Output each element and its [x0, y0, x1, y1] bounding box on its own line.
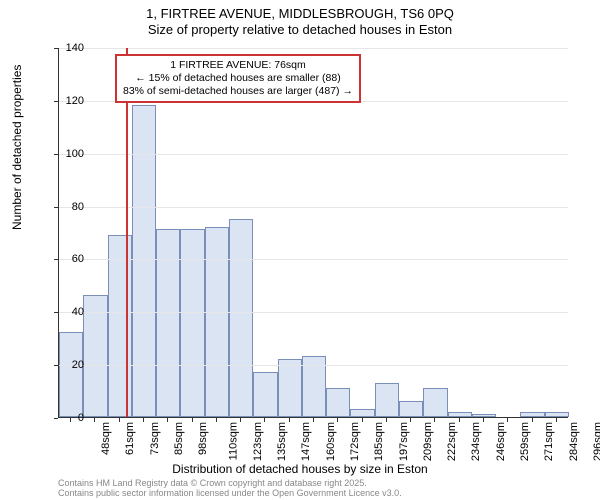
- x-tick-mark: [483, 418, 484, 422]
- y-tick-label: 100: [54, 148, 84, 160]
- x-tick-mark: [434, 418, 435, 422]
- chart-container: 1, FIRTREE AVENUE, MIDDLESBROUGH, TS6 0P…: [0, 0, 600, 500]
- x-tick-mark: [264, 418, 265, 422]
- y-tick-label: 80: [54, 201, 84, 213]
- histogram-bar: [156, 229, 180, 417]
- y-tick-label: 120: [54, 95, 84, 107]
- x-tick-mark: [289, 418, 290, 422]
- x-tick-mark: [337, 418, 338, 422]
- x-tick-label: 185sqm: [373, 422, 385, 461]
- x-tick-label: 61sqm: [124, 422, 136, 455]
- x-tick-label: 209sqm: [422, 422, 434, 461]
- histogram-bar: [472, 414, 496, 417]
- x-tick-mark: [386, 418, 387, 422]
- histogram-bar: [108, 235, 132, 417]
- x-tick-label: 172sqm: [349, 422, 361, 461]
- x-tick-mark: [216, 418, 217, 422]
- histogram-bar: [399, 401, 423, 417]
- histogram-bar: [350, 409, 374, 417]
- x-tick-mark: [119, 418, 120, 422]
- x-tick-mark: [240, 418, 241, 422]
- grid-line: [59, 207, 568, 208]
- footer-line-2: Contains public sector information licen…: [58, 488, 402, 498]
- annotation-box: 1 FIRTREE AVENUE: 76sqm ← 15% of detache…: [115, 54, 361, 103]
- histogram-bar: [423, 388, 447, 417]
- x-tick-label: 73sqm: [149, 422, 161, 455]
- y-tick-label: 40: [54, 306, 84, 318]
- histogram-bar: [326, 388, 350, 417]
- x-tick-mark: [507, 418, 508, 422]
- x-tick-mark: [313, 418, 314, 422]
- y-tick-label: 140: [54, 42, 84, 54]
- title-line-1: 1, FIRTREE AVENUE, MIDDLESBROUGH, TS6 0P…: [0, 6, 600, 22]
- x-tick-mark: [556, 418, 557, 422]
- histogram-bar: [375, 383, 399, 417]
- x-tick-mark: [192, 418, 193, 422]
- x-tick-label: 246sqm: [495, 422, 507, 461]
- x-tick-label: 123sqm: [252, 422, 264, 461]
- histogram-bar: [545, 412, 569, 417]
- x-tick-label: 284sqm: [568, 422, 580, 461]
- histogram-bar: [180, 229, 204, 417]
- histogram-bar: [59, 332, 83, 417]
- x-tick-label: 197sqm: [398, 422, 410, 461]
- x-tick-label: 259sqm: [519, 422, 531, 461]
- grid-line: [59, 312, 568, 313]
- x-tick-mark: [143, 418, 144, 422]
- y-tick-label: 20: [54, 359, 84, 371]
- x-tick-mark: [410, 418, 411, 422]
- x-tick-mark: [532, 418, 533, 422]
- annotation-line-2: ← 15% of detached houses are smaller (88…: [123, 72, 353, 85]
- x-tick-mark: [94, 418, 95, 422]
- histogram-bar: [448, 412, 472, 417]
- y-axis-label: Number of detached properties: [10, 65, 24, 230]
- x-tick-label: 234sqm: [471, 422, 483, 461]
- histogram-bar: [278, 359, 302, 417]
- x-axis-label: Distribution of detached houses by size …: [0, 462, 600, 476]
- x-tick-label: 85sqm: [173, 422, 185, 455]
- title-line-2: Size of property relative to detached ho…: [0, 22, 600, 38]
- histogram-bar: [132, 105, 156, 417]
- x-tick-label: 296sqm: [592, 422, 600, 461]
- y-tick-label: 0: [54, 412, 84, 424]
- x-tick-label: 147sqm: [301, 422, 313, 461]
- x-tick-label: 110sqm: [227, 422, 239, 460]
- histogram-bar: [205, 227, 229, 417]
- x-tick-mark: [362, 418, 363, 422]
- grid-line: [59, 48, 568, 49]
- y-tick-label: 60: [54, 253, 84, 265]
- histogram-bar: [229, 219, 253, 417]
- x-tick-label: 271sqm: [543, 422, 555, 461]
- grid-line: [59, 154, 568, 155]
- chart-title: 1, FIRTREE AVENUE, MIDDLESBROUGH, TS6 0P…: [0, 0, 600, 37]
- histogram-bar: [253, 372, 277, 417]
- grid-line: [59, 259, 568, 260]
- x-tick-label: 222sqm: [446, 422, 458, 461]
- annotation-line-3: 83% of semi-detached houses are larger (…: [123, 85, 353, 98]
- plot-area: 1 FIRTREE AVENUE: 76sqm ← 15% of detache…: [58, 48, 568, 418]
- x-tick-label: 98sqm: [197, 422, 209, 455]
- histogram-bar: [83, 295, 107, 417]
- footer-text: Contains HM Land Registry data © Crown c…: [58, 478, 402, 499]
- x-tick-label: 135sqm: [276, 422, 288, 461]
- histogram-bar: [520, 412, 544, 417]
- annotation-line-1: 1 FIRTREE AVENUE: 76sqm: [123, 59, 353, 72]
- footer-line-1: Contains HM Land Registry data © Crown c…: [58, 478, 402, 488]
- x-tick-label: 48sqm: [100, 422, 112, 455]
- x-tick-label: 160sqm: [325, 422, 337, 461]
- x-tick-mark: [70, 418, 71, 422]
- grid-line: [59, 365, 568, 366]
- x-tick-mark: [167, 418, 168, 422]
- x-tick-mark: [459, 418, 460, 422]
